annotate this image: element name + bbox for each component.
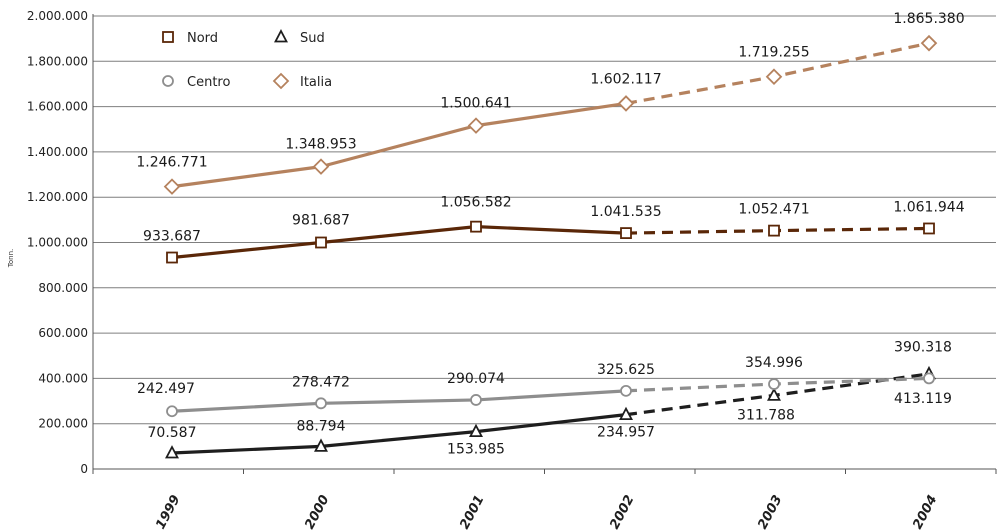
series-line-nord	[171, 225, 627, 260]
point-sud	[767, 387, 781, 401]
legend-label-centro: Centro	[187, 75, 230, 90]
point-centro	[768, 378, 780, 390]
point-sud	[469, 423, 483, 438]
y-tick-label: 1.000.000	[27, 236, 88, 250]
y-tick-label: 1.400.000	[27, 145, 88, 159]
legend-item-nord: Nord	[162, 31, 218, 46]
point-centro	[315, 397, 327, 410]
point-centro	[470, 394, 482, 406]
data-label-italia: 1.719.255	[738, 45, 809, 61]
legend-marker-sud	[274, 29, 288, 43]
point-centro	[923, 372, 935, 385]
y-tick-labels: 0 200.000 400.000 600.000 800.000 1.000.000 1.…	[27, 9, 88, 476]
data-label-italia: 1.246.771	[136, 155, 207, 171]
x-tick-label: 2004	[910, 493, 940, 532]
data-label-sud: 88.794	[297, 418, 346, 434]
legend-marker-centro	[162, 75, 174, 87]
data-label-centro: 242.497	[137, 381, 195, 397]
data-label-sud: 413.119	[894, 391, 952, 407]
point-sud	[619, 406, 633, 421]
x-tick-label: 2000	[302, 493, 332, 532]
point-nord	[620, 227, 632, 239]
data-label-italia: 1.865.380	[893, 11, 964, 27]
legend-item-sud: Sud	[274, 29, 325, 46]
legend-marker-italia	[272, 72, 290, 90]
data-label-nord: 933.687	[143, 229, 201, 245]
x-tick-labels: 1999 2000 2001 2002 2003 2004	[153, 493, 940, 532]
point-sud	[165, 445, 179, 459]
legend-label-nord: Nord	[187, 31, 218, 46]
data-label-nord: 981.687	[292, 213, 350, 229]
y-tick-label: 800.000	[38, 281, 88, 295]
point-italia	[163, 178, 181, 195]
data-label-nord: 1.052.471	[738, 202, 809, 218]
point-nord	[166, 251, 178, 264]
x-tick-label: 2002	[607, 493, 637, 532]
data-label-italia: 1.500.641	[440, 96, 511, 112]
gridlines	[93, 15, 996, 425]
series-line-italia	[171, 101, 627, 189]
point-italia	[617, 95, 635, 112]
y-tick-label: 1.600.000	[27, 100, 88, 114]
data-label-sud: 311.788	[737, 407, 795, 423]
point-nord	[923, 222, 935, 235]
data-label-nord: 1.061.944	[893, 199, 964, 215]
y-tick-label: 400.000	[38, 371, 88, 385]
y-tick-label: 600.000	[38, 326, 88, 340]
point-sud	[314, 438, 328, 452]
y-tick-label: 1.200.000	[27, 190, 88, 204]
data-label-sud: 234.957	[597, 425, 655, 441]
point-italia	[920, 34, 938, 52]
legend-marker-nord	[162, 31, 174, 43]
point-centro	[166, 405, 178, 418]
legend-label-italia: Italia	[300, 75, 332, 90]
series-line-sud	[171, 413, 627, 455]
point-italia	[312, 158, 330, 175]
data-label-centro: 290.074	[447, 371, 505, 387]
point-nord	[315, 236, 327, 249]
legend: Nord Sud Centro Italia	[162, 29, 332, 90]
y-axis-label: Tonn.	[7, 249, 15, 268]
data-labels-group: 933.687 981.687 1.056.582 1.041.535 1.052.47…	[136, 11, 964, 457]
series-line-centro	[171, 389, 627, 413]
legend-label-sud: Sud	[300, 31, 325, 46]
point-nord	[470, 220, 482, 233]
legend-item-centro: Centro	[162, 75, 230, 90]
data-label-centro: 325.625	[597, 362, 655, 378]
y-tick-label: 1.800.000	[27, 54, 88, 68]
data-label-sud: 153.985	[447, 442, 505, 458]
point-italia	[765, 68, 783, 85]
x-tick-label: 2001	[457, 493, 487, 532]
point-italia	[467, 117, 485, 134]
data-label-centro: 278.472	[292, 374, 350, 390]
data-label-sud: 70.587	[148, 425, 197, 441]
point-nord	[768, 224, 780, 237]
y-tick-label: 0	[80, 462, 88, 476]
axes	[92, 14, 997, 474]
data-label-centro: 390.318	[894, 339, 952, 355]
y-tick-label: 2.000.000	[27, 9, 88, 23]
data-label-italia: 1.602.117	[590, 71, 661, 87]
x-tick-label: 2003	[755, 493, 785, 532]
point-centro	[620, 384, 632, 397]
data-label-nord: 1.056.582	[440, 195, 511, 211]
y-tick-label: 200.000	[38, 417, 88, 431]
series-group	[163, 34, 938, 459]
x-tick-label: 1999	[153, 493, 183, 532]
data-label-nord: 1.041.535	[590, 204, 661, 220]
legend-item-italia: Italia	[272, 72, 332, 90]
data-label-italia: 1.348.953	[285, 137, 356, 153]
data-label-centro: 354.996	[745, 355, 803, 371]
